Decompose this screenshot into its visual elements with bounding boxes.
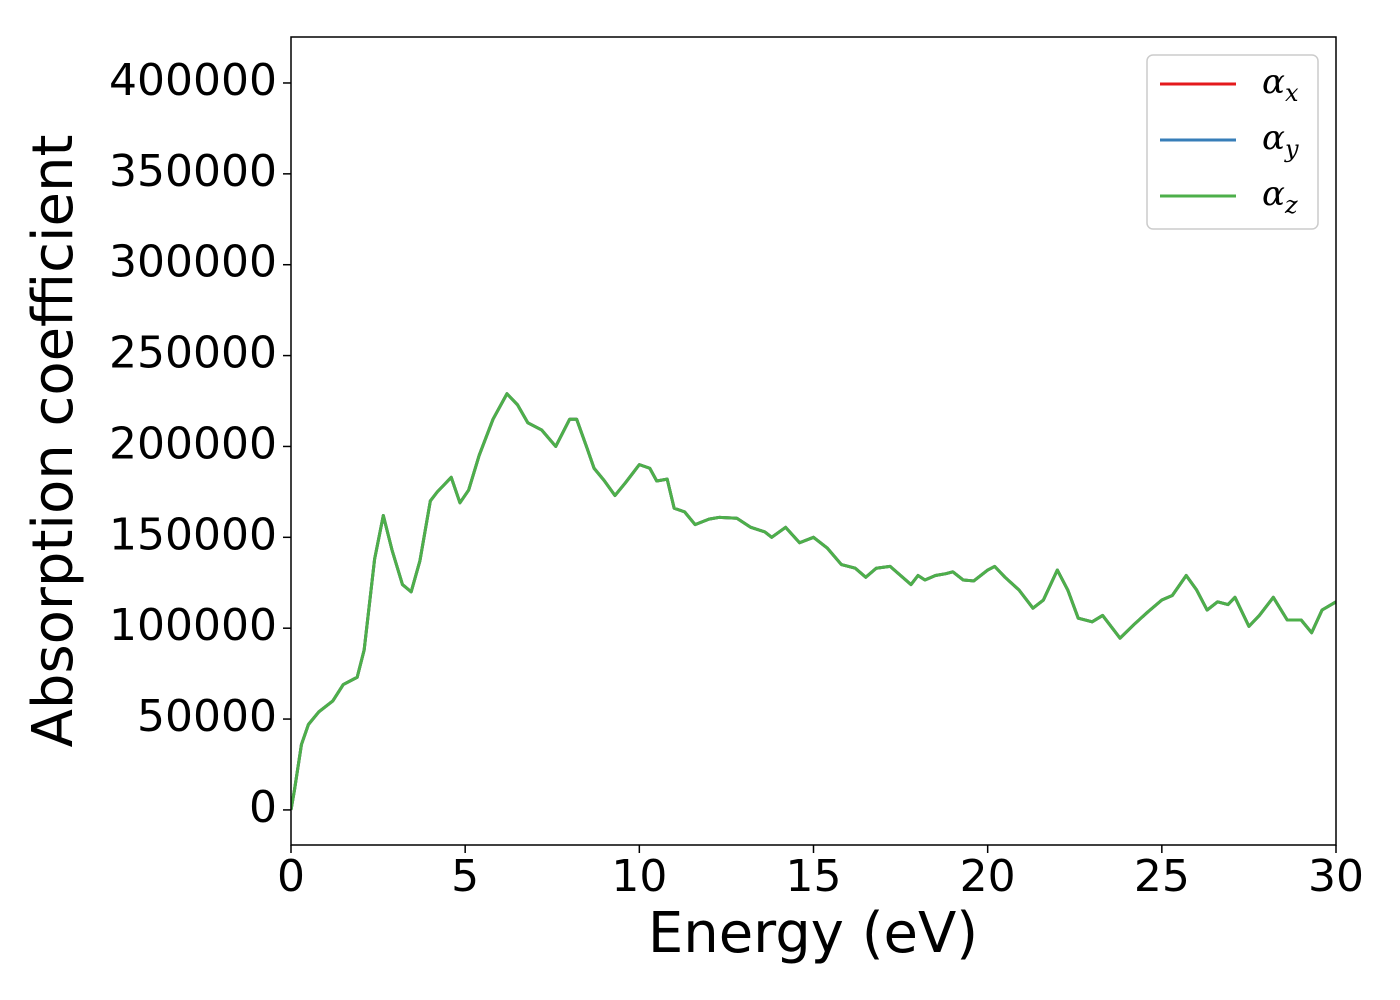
x-tick-label: 0	[277, 851, 305, 902]
y-tick-label: 100000	[109, 600, 277, 651]
x-tick-label: 5	[451, 851, 479, 902]
y-tick-label: 200000	[109, 418, 277, 469]
x-tick-label: 30	[1308, 851, 1364, 902]
y-tick-label: 50000	[137, 691, 277, 742]
x-tick-label: 20	[960, 851, 1016, 902]
x-tick-label: 25	[1134, 851, 1190, 902]
y-tick-label: 300000	[109, 237, 277, 288]
series-line	[291, 392, 1336, 811]
legend-label: αy	[1262, 118, 1299, 163]
y-axis-label: Absorption coefficient	[21, 135, 86, 748]
series-line	[291, 392, 1336, 811]
legend-box	[1146, 54, 1319, 230]
x-tick-label: 10	[611, 851, 667, 902]
x-tick-label: 15	[786, 851, 842, 902]
legend-label: αz	[1262, 174, 1298, 219]
y-tick-label: 250000	[109, 328, 277, 379]
y-tick-label: 0	[249, 782, 277, 833]
legend-label: αx	[1262, 62, 1299, 107]
y-tick-label: 150000	[109, 509, 277, 560]
y-tick-label: 400000	[109, 55, 277, 106]
plot-frame	[290, 36, 1337, 846]
x-axis-label: Energy (eV)	[648, 901, 978, 966]
y-tick-label: 350000	[109, 146, 277, 197]
series-line	[291, 392, 1336, 811]
